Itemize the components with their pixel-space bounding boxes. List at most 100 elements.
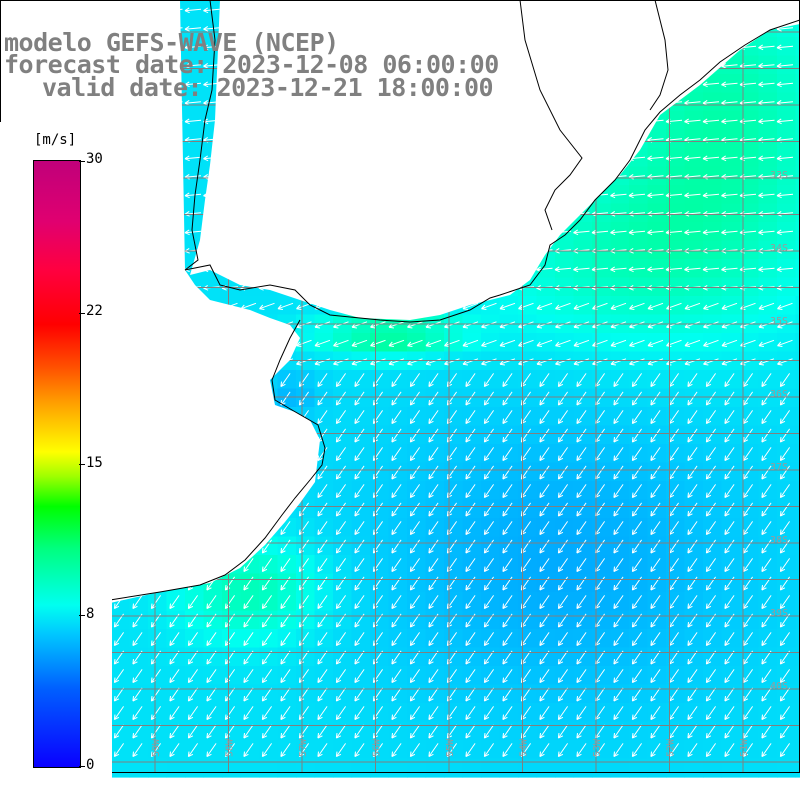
- speed-cell: [407, 499, 427, 519]
- speed-cell: [536, 444, 556, 464]
- speed-cell: [444, 536, 464, 556]
- speed-cell: [629, 666, 649, 686]
- speed-cell: [203, 684, 223, 704]
- wind-arrow-head: [776, 47, 782, 51]
- speed-cell: [795, 721, 800, 741]
- speed-cell: [499, 610, 519, 630]
- speed-cell: [296, 629, 316, 649]
- speed-cell: [647, 370, 667, 390]
- speed-cell: [629, 536, 649, 556]
- speed-cell: [481, 592, 501, 612]
- speed-cell: [444, 407, 464, 427]
- speed-cell: [111, 629, 131, 649]
- speed-cell: [684, 629, 704, 649]
- speed-cell: [647, 573, 667, 593]
- speed-cell: [388, 370, 408, 390]
- speed-cell: [444, 499, 464, 519]
- speed-cell: [388, 425, 408, 445]
- speed-cell: [222, 610, 242, 630]
- speed-cell: [129, 666, 149, 686]
- speed-cell: [499, 703, 519, 723]
- speed-cell: [499, 555, 519, 575]
- speed-cell: [314, 462, 334, 482]
- speed-cell: [666, 573, 686, 593]
- speed-cell: [573, 555, 593, 575]
- speed-cell: [481, 703, 501, 723]
- speed-cell: [407, 610, 427, 630]
- speed-cell: [721, 499, 741, 519]
- speed-cell: [703, 555, 723, 575]
- speed-cell: [592, 629, 612, 649]
- speed-cell: [333, 425, 353, 445]
- speed-cell: [555, 610, 575, 630]
- speed-cell: [222, 721, 242, 741]
- speed-cell: [481, 684, 501, 704]
- speed-cell: [592, 388, 612, 408]
- speed-cell: [407, 536, 427, 556]
- speed-cell: [333, 629, 353, 649]
- speed-cell: [425, 666, 445, 686]
- speed-cell: [684, 444, 704, 464]
- speed-cell: [536, 629, 556, 649]
- speed-cell: [518, 370, 538, 390]
- speed-cell: [684, 370, 704, 390]
- speed-cell: [573, 647, 593, 667]
- speed-cell: [388, 462, 408, 482]
- speed-cell: [499, 481, 519, 501]
- speed-cell: [536, 721, 556, 741]
- speed-cell: [407, 592, 427, 612]
- speed-cell: [129, 758, 149, 778]
- speed-cell: [555, 462, 575, 482]
- speed-cell: [240, 758, 260, 778]
- speed-cell: [518, 647, 538, 667]
- speed-cell: [536, 499, 556, 519]
- speed-cell: [166, 610, 186, 630]
- speed-cell: [462, 573, 482, 593]
- speed-cell: [721, 758, 741, 778]
- speed-cell: [351, 370, 371, 390]
- speed-cell: [536, 703, 556, 723]
- speed-cell: [166, 721, 186, 741]
- speed-cell: [703, 481, 723, 501]
- speed-cell: [203, 666, 223, 686]
- speed-cell: [370, 481, 390, 501]
- speed-cell: [536, 647, 556, 667]
- speed-cell: [462, 703, 482, 723]
- speed-cell: [111, 721, 131, 741]
- speed-cell: [277, 721, 297, 741]
- wind-arrow-head: [203, 62, 208, 67]
- speed-cell: [296, 592, 316, 612]
- speed-cell: [259, 555, 279, 575]
- speed-cell: [721, 481, 741, 501]
- speed-cell: [629, 425, 649, 445]
- speed-cell: [777, 629, 797, 649]
- speed-cell: [758, 721, 778, 741]
- speed-cell: [573, 388, 593, 408]
- speed-cell: [647, 721, 667, 741]
- speed-cell: [573, 592, 593, 612]
- speed-cell: [240, 647, 260, 667]
- speed-cell: [462, 444, 482, 464]
- speed-cell: [684, 684, 704, 704]
- speed-cell: [333, 740, 353, 760]
- speed-cell: [795, 370, 800, 390]
- speed-cell: [444, 684, 464, 704]
- speed-cell: [573, 407, 593, 427]
- speed-cell: [351, 592, 371, 612]
- speed-cell: [203, 758, 223, 778]
- speed-cell: [795, 388, 800, 408]
- speed-cell: [629, 629, 649, 649]
- speed-cell: [314, 407, 334, 427]
- speed-cell: [203, 592, 223, 612]
- wind-arrow-shaft: [721, 64, 738, 67]
- speed-cell: [721, 425, 741, 445]
- speed-cell: [647, 629, 667, 649]
- speed-cell: [185, 629, 205, 649]
- speed-cell: [499, 647, 519, 667]
- speed-cell: [499, 684, 519, 704]
- speed-cell: [370, 462, 390, 482]
- speed-cell: [462, 555, 482, 575]
- wind-arrow-head: [184, 25, 190, 30]
- speed-cell: [499, 721, 519, 741]
- speed-cell: [185, 758, 205, 778]
